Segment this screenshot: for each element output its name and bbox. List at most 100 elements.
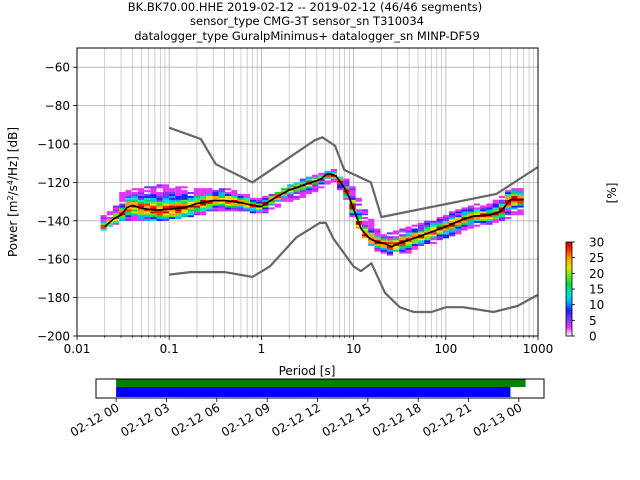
heatmap-cell <box>361 209 369 212</box>
heatmap-cell <box>150 188 157 191</box>
heatmap-cell <box>473 224 481 227</box>
heatmap-cell <box>125 197 132 200</box>
heatmap-cell <box>461 228 468 231</box>
heatmap-cell <box>492 213 499 216</box>
heatmap-cell <box>281 197 288 200</box>
heatmap-cell <box>337 184 344 187</box>
heatmap-cell <box>262 199 269 202</box>
heatmap-cell <box>181 209 188 212</box>
heatmap-cell <box>411 230 418 233</box>
heatmap-cell <box>517 188 524 191</box>
heatmap-cell <box>144 186 151 189</box>
heatmap-cell <box>243 199 250 202</box>
heatmap-cell <box>287 199 294 202</box>
heatmap-cell <box>144 193 151 197</box>
heatmap-cell <box>212 207 219 210</box>
colorbar-tick-label: 0 <box>589 330 597 344</box>
heatmap-cell <box>467 216 474 220</box>
heatmap-cell <box>119 216 126 220</box>
heatmap-cell <box>424 238 431 241</box>
heatmap-cell <box>449 215 456 218</box>
heatmap-cell <box>106 218 113 221</box>
y-tick-label: −140 <box>37 214 70 228</box>
heatmap-cell <box>330 176 338 179</box>
heatmap-cell <box>156 211 163 214</box>
heatmap-cell <box>218 209 226 212</box>
heatmap-cell <box>125 195 132 198</box>
heatmap-cell <box>212 201 219 204</box>
heatmap-cell <box>119 199 126 202</box>
heatmap-cell <box>442 215 450 218</box>
heatmap-cell <box>349 211 356 214</box>
heatmap-cell <box>498 218 506 221</box>
heatmap-cell <box>517 199 524 202</box>
heatmap-cell <box>511 205 518 208</box>
heatmap-cell <box>517 209 524 212</box>
heatmap-cell <box>162 186 169 189</box>
heatmap-cell <box>393 241 400 245</box>
heatmap-cell <box>131 209 138 212</box>
heatmap-cell <box>324 180 331 183</box>
heatmap-cell <box>498 215 506 218</box>
heatmap-cell <box>449 228 456 231</box>
heatmap-cell <box>424 236 431 239</box>
heatmap-cell <box>505 209 512 212</box>
heatmap-cell <box>380 245 387 248</box>
timeline-tick-label: 02-12 12 <box>269 400 323 439</box>
heatmap-cell <box>293 195 300 198</box>
heatmap-cell <box>492 205 499 208</box>
heatmap-cell <box>106 211 113 214</box>
heatmap-cell <box>368 224 375 227</box>
heatmap-cell <box>480 216 487 220</box>
heatmap-cell <box>361 226 369 229</box>
heatmap-cell <box>156 218 163 221</box>
heatmap-cell <box>212 209 219 212</box>
heatmap-cell <box>125 218 132 221</box>
heatmap-cell <box>380 251 387 254</box>
heatmap-cell <box>200 195 207 198</box>
heatmap-cell <box>131 195 138 198</box>
y-tick-label: −120 <box>37 176 70 190</box>
heatmap-cell <box>417 238 425 241</box>
heatmap-cell <box>225 195 232 198</box>
heatmap-cell <box>486 222 493 225</box>
heatmap-cell <box>511 197 518 200</box>
heatmap-cell <box>436 234 443 237</box>
heatmap-cell <box>268 197 275 200</box>
heatmap-cell <box>517 192 524 195</box>
heatmap-cell <box>181 211 188 214</box>
heatmap-cell <box>193 190 201 193</box>
heatmap-cell <box>181 205 188 208</box>
heatmap-cell <box>318 172 325 175</box>
heatmap-cell <box>312 174 319 177</box>
heatmap-cell <box>274 203 282 206</box>
heatmap-cell <box>349 195 356 198</box>
heatmap-cell <box>405 232 412 235</box>
timeline-tick-label: 02-12 00 <box>68 400 122 439</box>
heatmap-cell <box>368 232 375 235</box>
heatmap-cell <box>330 178 338 181</box>
heatmap-cell <box>337 188 344 191</box>
heatmap-cell <box>467 226 474 229</box>
heatmap-cell <box>430 228 437 231</box>
heatmap-cell <box>144 211 151 214</box>
heatmap-cell <box>175 201 182 204</box>
heatmap-cell <box>349 199 356 202</box>
heatmap-cell <box>455 215 462 218</box>
heatmap-cell <box>299 188 306 191</box>
heatmap-cell <box>237 195 244 198</box>
heatmap-cell <box>156 192 163 195</box>
heatmap-cell <box>144 213 151 216</box>
heatmap-cell <box>100 226 107 229</box>
heatmap-cell <box>417 240 425 243</box>
heatmap-cell <box>455 232 462 235</box>
heatmap-cell <box>405 236 412 239</box>
plot-frame <box>76 47 539 337</box>
heatmap-cell <box>442 218 450 221</box>
heatmap-cell <box>449 230 456 233</box>
heatmap-cell <box>343 178 350 181</box>
heatmap-cell <box>467 220 474 223</box>
heatmap-cell <box>144 218 151 221</box>
heatmap-cell <box>330 168 338 172</box>
heatmap-cell <box>262 211 269 214</box>
